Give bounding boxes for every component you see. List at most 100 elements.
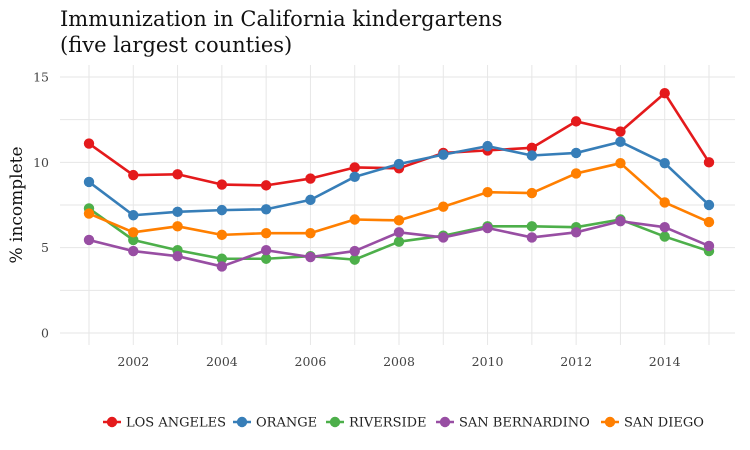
data-point <box>438 232 449 243</box>
data-point <box>615 157 626 169</box>
data-point <box>83 176 95 188</box>
x-tick-label: 2006 <box>295 354 327 369</box>
data-point <box>393 236 405 247</box>
data-point <box>172 169 183 180</box>
chart-title-line-2: (five largest counties) <box>60 33 292 57</box>
data-point <box>83 138 95 149</box>
y-axis-label: % incomplete <box>7 146 27 263</box>
data-point <box>615 136 626 148</box>
data-point <box>83 234 95 246</box>
data-point <box>659 221 670 233</box>
data-point <box>615 126 626 137</box>
x-tick-label: 2004 <box>206 354 238 369</box>
data-point <box>615 216 626 227</box>
series-san-diego <box>83 157 715 241</box>
data-point <box>260 245 272 256</box>
y-tick-label: 10 <box>33 155 49 170</box>
data-point <box>570 227 582 238</box>
data-point <box>659 88 670 99</box>
data-point <box>83 208 95 219</box>
legend-label: SAN BERNARDINO <box>459 416 590 431</box>
chart-title-line-1: Immunization in California kindergartens <box>60 7 502 31</box>
data-point <box>260 253 272 264</box>
data-point <box>349 254 360 265</box>
data-point <box>570 168 582 179</box>
legend-marker <box>329 416 341 428</box>
data-point <box>393 215 405 226</box>
data-point <box>438 149 449 160</box>
data-point <box>305 194 316 206</box>
y-tick-label: 5 <box>41 240 49 255</box>
axis-tick-labels: 2002 2004 2006 2008 2010 2012 2014 0 5 10 15 <box>33 70 681 370</box>
data-point <box>570 147 582 159</box>
data-point <box>526 232 538 243</box>
data-point <box>526 187 538 199</box>
data-point <box>172 251 183 262</box>
data-point <box>172 206 183 218</box>
legend-label: SAN DIEGO <box>624 416 704 431</box>
data-point <box>216 204 228 216</box>
series-san-bernardino <box>83 216 715 272</box>
gridlines <box>60 65 735 345</box>
data-point <box>703 216 715 228</box>
legend-marker <box>236 416 248 428</box>
data-point <box>703 157 715 168</box>
data-point <box>703 240 715 252</box>
data-point <box>216 261 228 272</box>
legend-marker <box>106 416 118 428</box>
legend: LOS ANGELES ORANGE RIVERSIDE SAN BERNARDINO… <box>103 416 704 431</box>
data-point <box>216 253 228 264</box>
data-point <box>172 221 183 232</box>
data-point <box>482 187 493 198</box>
legend-item: RIVERSIDE <box>326 416 427 431</box>
data-point <box>703 199 715 211</box>
legend-item: LOS ANGELES <box>103 416 226 431</box>
data-point <box>349 214 360 225</box>
data-point <box>659 197 670 208</box>
data-point <box>659 157 670 169</box>
data-point <box>349 162 360 173</box>
series-orange <box>83 136 715 221</box>
legend-marker <box>439 416 451 428</box>
data-point <box>216 229 228 241</box>
data-point <box>659 231 670 242</box>
data-point <box>349 171 360 183</box>
data-point <box>526 142 538 154</box>
x-tick-label: 2014 <box>649 354 681 369</box>
legend-label: ORANGE <box>256 416 317 431</box>
data-point <box>128 169 139 181</box>
data-point <box>260 227 272 239</box>
data-point <box>128 227 139 238</box>
data-point <box>393 158 405 170</box>
legend-label: RIVERSIDE <box>349 416 427 431</box>
data-point <box>349 245 360 257</box>
data-point <box>526 150 538 161</box>
series-lines <box>83 88 715 272</box>
data-point <box>260 180 272 191</box>
data-point <box>216 179 228 190</box>
data-point <box>570 116 582 127</box>
data-point <box>305 173 316 184</box>
data-point <box>438 201 449 212</box>
y-tick-label: 15 <box>33 70 49 85</box>
data-point <box>482 222 493 234</box>
data-point <box>128 245 139 257</box>
legend-item: ORANGE <box>233 416 317 431</box>
data-point <box>128 210 139 221</box>
y-tick-label: 0 <box>41 326 49 341</box>
data-point <box>482 140 493 152</box>
x-tick-label: 2012 <box>560 354 592 369</box>
legend-marker <box>604 416 616 428</box>
data-point <box>260 204 272 215</box>
legend-item: SAN BERNARDINO <box>436 416 590 431</box>
legend-item: SAN DIEGO <box>601 416 704 431</box>
data-point <box>305 251 316 263</box>
x-tick-label: 2002 <box>117 354 149 369</box>
data-point <box>305 227 316 239</box>
data-point <box>128 234 139 246</box>
x-tick-label: 2008 <box>383 354 415 369</box>
data-point <box>393 227 405 238</box>
data-point <box>526 221 538 232</box>
x-tick-label: 2010 <box>472 354 504 369</box>
